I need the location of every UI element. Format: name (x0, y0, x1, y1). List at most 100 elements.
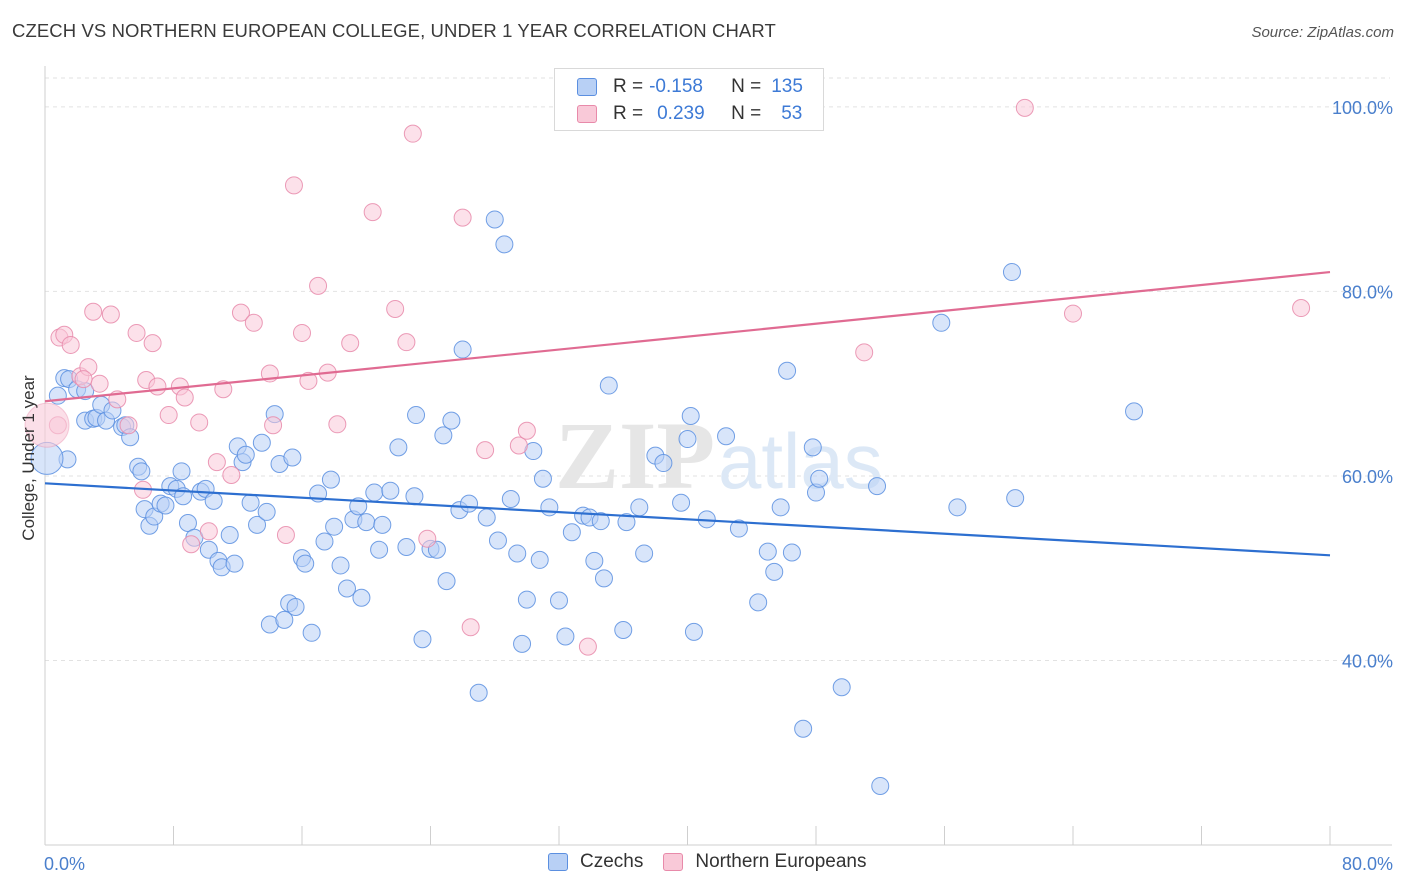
data-point (614, 621, 633, 640)
data-point (101, 305, 120, 324)
legend-label-czechs: Czechs (580, 851, 644, 872)
data-point (461, 618, 480, 637)
data-point (453, 340, 472, 359)
data-point (488, 531, 507, 550)
data-point-cluster (24, 402, 70, 448)
data-point (1292, 299, 1311, 318)
data-point (758, 542, 777, 561)
data-point (381, 481, 400, 500)
data-point (794, 719, 813, 738)
data-point (357, 513, 376, 532)
trend-line-northern-europeans (44, 270, 1331, 403)
legend-n-label: N = (731, 103, 762, 124)
data-point (148, 377, 167, 396)
trend-lines (44, 270, 1331, 557)
data-point (782, 543, 801, 562)
data-point (1125, 402, 1144, 421)
data-point (594, 569, 613, 588)
y-tick-label: 40.0% (1342, 651, 1393, 671)
data-point (405, 487, 424, 506)
legend-n-value: 53 (781, 103, 803, 124)
legend-swatch-northern-europeans (663, 853, 684, 871)
data-point (585, 551, 604, 570)
chart-title: CZECH VS NORTHERN EUROPEAN COLLEGE, UNDE… (12, 20, 776, 41)
data-point (90, 374, 109, 393)
data-point (119, 416, 138, 435)
data-point (84, 302, 103, 321)
legend-r-label: R = (613, 76, 644, 97)
data-point (397, 537, 416, 556)
legend-swatch-czechs (577, 78, 597, 96)
data-point (681, 406, 700, 425)
data-point (328, 415, 347, 434)
legend-swatch-northern-europeans (577, 105, 597, 123)
data-point (352, 588, 371, 607)
legend-r-label: R = (613, 103, 644, 124)
data-point (871, 776, 890, 795)
legend-item-czechs[interactable]: Czechs (548, 851, 643, 873)
data-point (363, 203, 382, 222)
data-point (453, 208, 472, 227)
data-point (172, 462, 191, 481)
data-point (803, 438, 822, 457)
data-point (832, 678, 851, 697)
data-point (407, 406, 426, 425)
data-point (1064, 304, 1082, 323)
data-point (476, 441, 495, 460)
legend-r-value: 0.239 (657, 103, 705, 124)
data-point (48, 386, 67, 405)
trend-line-czechs (44, 482, 1331, 557)
x-tick-label-min: 0.0% (44, 854, 85, 874)
data-point (948, 498, 967, 517)
data-point (654, 454, 673, 473)
data-point (635, 544, 654, 563)
data-point (74, 370, 93, 389)
legend-n-label: N = (731, 76, 762, 97)
legend-r-value: -0.158 (649, 76, 703, 97)
legend-row-czechs: R = -0.158 N = 135 (577, 74, 803, 100)
data-point (365, 483, 384, 502)
data-point (517, 421, 536, 440)
x-tick-label-max: 80.0% (1342, 854, 1393, 874)
data-point (236, 445, 255, 464)
data-point (370, 540, 389, 559)
data-point (1002, 263, 1021, 282)
data-point (199, 522, 218, 541)
data-point (389, 438, 408, 457)
data-point (508, 544, 527, 563)
data-point (207, 453, 226, 472)
legend-item-northern-europeans[interactable]: Northern Europeans (663, 851, 866, 873)
data-point (159, 406, 178, 425)
data-point (509, 436, 528, 455)
data-point (315, 532, 334, 551)
data-point (225, 554, 244, 573)
data-point (434, 426, 453, 445)
data-point (264, 416, 283, 435)
data-point (220, 526, 239, 544)
data-point (248, 515, 267, 534)
data-point (855, 343, 874, 362)
data-point (562, 523, 581, 542)
data-point (403, 124, 422, 143)
data-point (517, 590, 536, 609)
data-point (302, 623, 321, 642)
data-point (204, 491, 223, 510)
watermark-atlas: atlas (718, 417, 883, 505)
legend-n-value: 135 (771, 76, 803, 97)
data-point (373, 515, 392, 534)
data-point (175, 388, 194, 407)
data-point (127, 323, 146, 342)
data-point (578, 637, 597, 656)
data-point (550, 591, 568, 610)
data-point (331, 556, 350, 575)
data-point (309, 276, 328, 295)
data-point (132, 462, 151, 481)
data-point (729, 519, 748, 538)
data-point (386, 299, 405, 318)
data-point (283, 448, 302, 467)
data-point (397, 333, 416, 352)
y-tick-label: 100.0% (1332, 98, 1393, 118)
data-point (341, 334, 360, 353)
data-point (495, 235, 514, 254)
